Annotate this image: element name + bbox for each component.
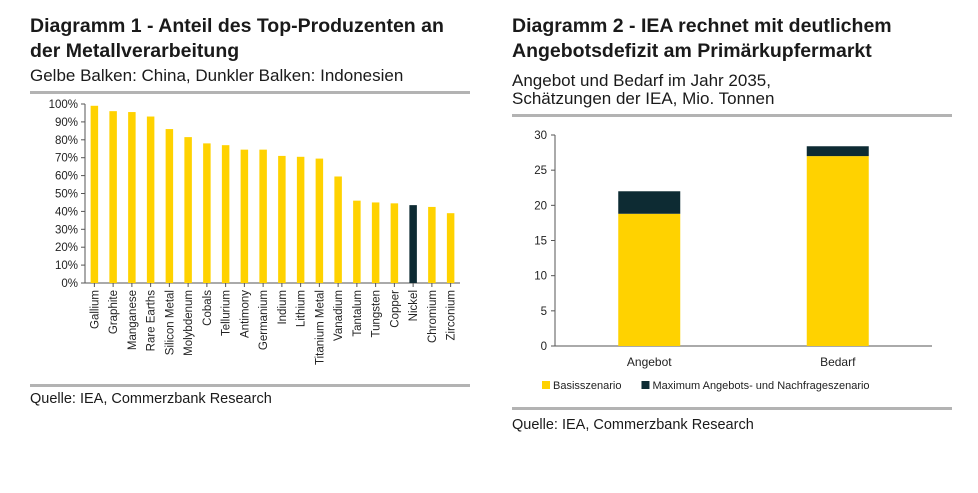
chart-2-y-tick-label: 10 — [534, 271, 547, 283]
chart-2-top-rule — [512, 114, 952, 117]
chart-panel-1: Diagramm 1 - Anteil des Top-Produzenten … — [30, 0, 470, 407]
chart-1-y-tick-label: 90% — [55, 117, 78, 129]
chart-1-x-tick-label: Lithium — [296, 290, 308, 327]
chart-1-bar — [203, 143, 211, 283]
chart-2-source: Quelle: IEA, Commerzbank Research — [512, 417, 754, 433]
chart-1-source: Quelle: IEA, Commerzbank Research — [30, 391, 272, 407]
chart-1-y-tick-label: 80% — [55, 135, 78, 147]
chart-1-x-tick-label: Nickel — [408, 290, 420, 321]
chart-1-x-tick-label: Germanium — [258, 290, 270, 350]
chart-1-bar — [353, 200, 361, 283]
chart-1-bar — [428, 206, 436, 283]
chart-1-bar — [446, 213, 455, 283]
chart-1-bar — [128, 112, 136, 284]
chart-1-y-tick-label: 100% — [49, 99, 78, 111]
chart-1-title: Diagramm 1 - Anteil des Top-Produzenten … — [30, 15, 444, 62]
chart-1-y-tick-label: 0% — [61, 278, 78, 290]
chart-1-x-tick-label: Zirconium — [446, 290, 458, 340]
chart-1-bar — [259, 149, 267, 283]
chart-1-x-tick-label: Molybdenum — [183, 290, 195, 356]
chart-1-bar — [296, 156, 305, 283]
chart-2-bar-segment — [618, 191, 681, 214]
chart-2-y-tick-label: 5 — [541, 306, 547, 318]
chart-1-x-tick-label: Vanadium — [333, 290, 345, 341]
chart-2-title: Diagramm 2 - IEA rechnet mit deutlichem … — [512, 15, 892, 62]
chart-2-plot: 30 25 20 15 10 5 0 Angebot Bedarf Basisszenario Ma… — [534, 130, 932, 392]
chart-2-subtitle: Angebot und Bedarf im Jahr 2035, Schätzu… — [512, 71, 775, 108]
chart-2-y-tick-label: 25 — [534, 165, 547, 177]
chart-1-x-tick-label: Cobals — [202, 290, 214, 326]
chart-1-x-tick-label: Copper — [389, 290, 401, 328]
chart-2-bar-segment — [806, 146, 869, 157]
chart-2-y-tick-label: 15 — [534, 236, 547, 248]
chart-1-bottom-rule — [30, 384, 470, 387]
chart-1-top-rule — [30, 91, 470, 94]
chart-2-x-tick-label: Angebot — [627, 355, 672, 369]
chart-1-x-tick-label: Gallium — [89, 290, 101, 329]
chart-2-y-tick-label: 20 — [534, 200, 547, 212]
chart-1-bar — [334, 176, 342, 283]
chart-panel-2: Diagramm 2 - IEA rechnet mit deutlichem … — [512, 0, 952, 433]
chart-1-bar — [165, 129, 174, 283]
chart-1-y-tick-label: 70% — [55, 153, 78, 165]
chart-1-subtitle: Gelbe Balken: China, Dunkler Balken: Ind… — [30, 66, 404, 85]
chart-2-bar-segment — [618, 213, 681, 346]
chart-1-x-tick-label: Silicon Metal — [164, 290, 176, 355]
chart-1-bar — [390, 203, 399, 283]
chart-1-y-tick-label: 50% — [55, 189, 78, 201]
chart-1-x-tick-label: Tungsten — [371, 290, 383, 338]
chart-1-x-tick-label: Chromium — [427, 290, 439, 343]
chart-1-y-tick-label: 20% — [55, 242, 78, 254]
chart-2-legend-swatch — [641, 381, 650, 389]
chart-1-bar — [371, 202, 380, 283]
chart-2-bar-segment — [806, 156, 869, 346]
chart-1-x-tick-label: Graphite — [108, 290, 120, 334]
chart-2-y-tick-label: 0 — [541, 341, 547, 353]
chart-1-x-tick-label: Indium — [277, 290, 289, 325]
chart-2-x-tick-label: Bedarf — [820, 355, 856, 369]
chart-1-x-tick-label: Titanium Metal — [314, 290, 326, 365]
chart-2-bottom-rule — [512, 407, 952, 410]
chart-1-bar — [184, 137, 192, 283]
chart-1-x-tick-label: Antimony — [239, 290, 251, 338]
chart-1-y-tick-label: 60% — [55, 171, 78, 183]
chart-1-bar — [146, 116, 155, 283]
chart-1-bar — [109, 111, 117, 283]
chart-1-plot: 100% 90% 80% 70% 60% 50% 40% 30% 20% 10% 0% Gallium… — [49, 99, 460, 365]
chart-1-y-tick-label: 30% — [55, 224, 78, 236]
chart-2-y-tick-label: 30 — [534, 130, 547, 142]
chart-1-bar — [221, 145, 230, 283]
chart-2-legend-label: Maximum Angebots- und Nachfrageszenario — [652, 380, 869, 392]
chart-1-bar — [315, 158, 324, 283]
chart-1-bar — [240, 149, 249, 283]
chart-1-x-tick-label: Tellurium — [221, 290, 233, 336]
chart-1-x-tick-label: Manganese — [127, 290, 139, 350]
chart-1-bar — [278, 155, 286, 283]
chart-1-bar — [90, 105, 99, 283]
chart-1-x-tick-label: Rare Earths — [146, 290, 158, 352]
chart-2-legend-label: Basisszenario — [553, 380, 621, 392]
chart-1-x-tick-label: Tantalum — [352, 290, 364, 337]
chart-1-y-tick-label: 40% — [55, 206, 78, 218]
chart-1-y-tick-label: 10% — [55, 260, 78, 272]
chart-1-bar — [409, 205, 417, 283]
chart-2-legend-swatch — [542, 381, 550, 389]
